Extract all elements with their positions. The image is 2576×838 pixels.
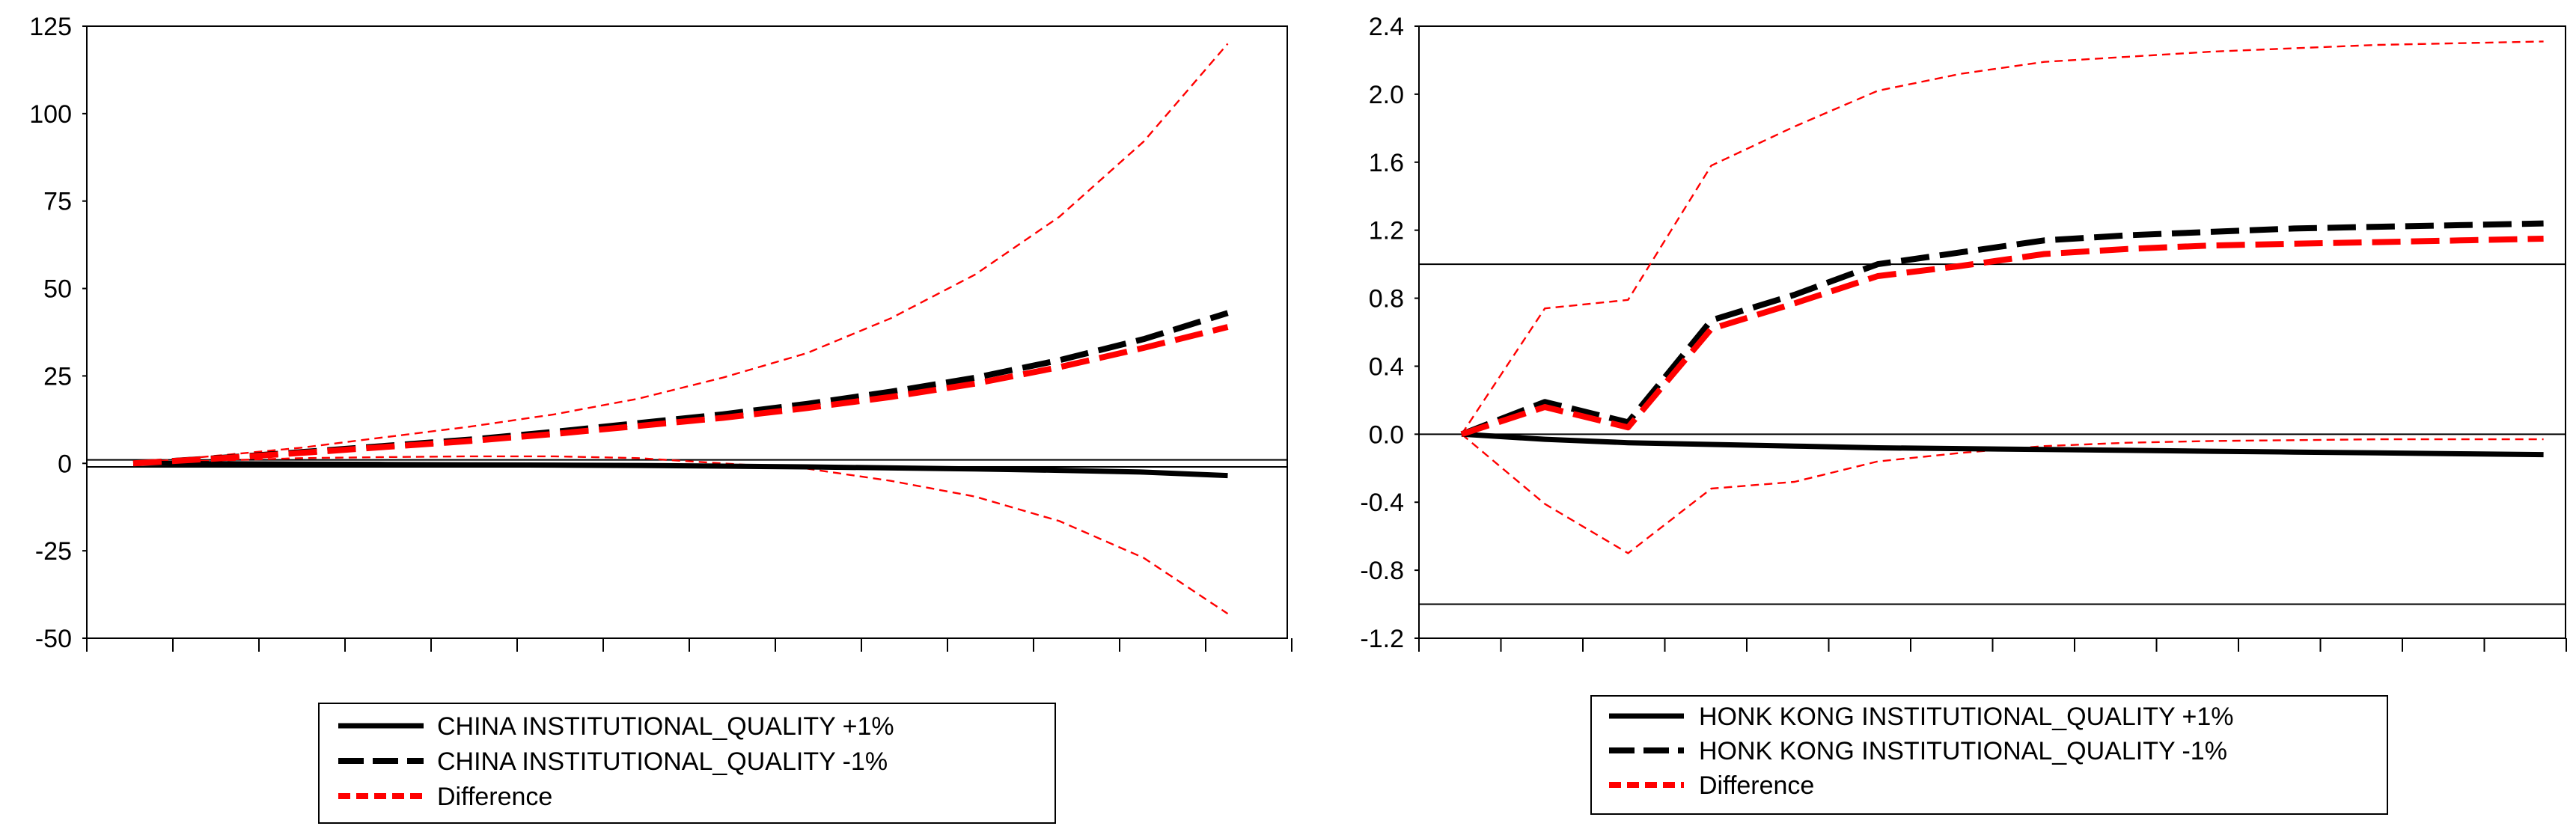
y-tick-label: 0.0: [1369, 420, 1404, 449]
hong-kong-chart: 2.4 2.0 1.6 1.2 0.8 0.4 0.0 -0.4 -0.8 -1.2 HONK KO…: [1360, 13, 2567, 815]
plot-frame: [1418, 25, 2566, 639]
y-tick-label: 2.0: [1369, 81, 1404, 109]
legend-label: Difference: [437, 783, 552, 811]
series-line-honk-kong-institutional-quality-1: [1461, 431, 2544, 458]
series-line-upper-band: [132, 43, 1229, 465]
y-tick-label: 125: [29, 13, 72, 41]
y-tick-label: -0.8: [1360, 557, 1404, 585]
legend-box: [1590, 695, 2388, 815]
legend-label: CHINA INSTITUTIONAL_QUALITY -1%: [437, 747, 888, 776]
y-tick-label: 1.2: [1369, 217, 1404, 245]
y-tick-label: 75: [43, 188, 72, 216]
y-tick-label: 25: [43, 362, 72, 391]
legend-box: [318, 703, 1056, 824]
plot-frame: [86, 25, 1288, 639]
series-line-difference: [1460, 236, 2544, 438]
series-line-lower-band: [132, 455, 1229, 615]
series-line-honk-kong-institutional-quality-1: [1460, 220, 2544, 438]
legend-label: CHINA INSTITUTIONAL_QUALITY +1%: [437, 712, 894, 741]
series-line-lower-band: [1461, 433, 2544, 554]
y-tick-label: 0.4: [1369, 352, 1404, 381]
series-line-upper-band: [1460, 40, 2544, 435]
legend-label: HONK KONG INSTITUTIONAL_QUALITY +1%: [1699, 703, 2233, 731]
y-tick-label: 50: [43, 275, 72, 304]
y-tick-label: 1.6: [1369, 149, 1404, 177]
y-tick-label: -50: [35, 625, 72, 653]
y-tick-label: 2.4: [1369, 13, 1404, 41]
y-tick-label: -25: [35, 537, 72, 566]
y-tick-label: -0.4: [1360, 489, 1404, 517]
y-tick-label: 0: [58, 450, 72, 478]
y-tick-label: 0.8: [1369, 285, 1404, 314]
legend-label: Difference: [1699, 771, 1814, 800]
y-tick-label: 100: [29, 100, 72, 129]
series-line-china-institutional-quality-1: [132, 460, 1228, 479]
y-tick-label: -1.2: [1360, 625, 1404, 653]
legend-label: HONK KONG INSTITUTIONAL_QUALITY -1%: [1699, 737, 2227, 765]
series-line-difference: [132, 324, 1229, 467]
china-chart: 125 100 75 50 25 0 -25 -50 CHINA INSTITUTIONAL_Q…: [29, 13, 1292, 824]
